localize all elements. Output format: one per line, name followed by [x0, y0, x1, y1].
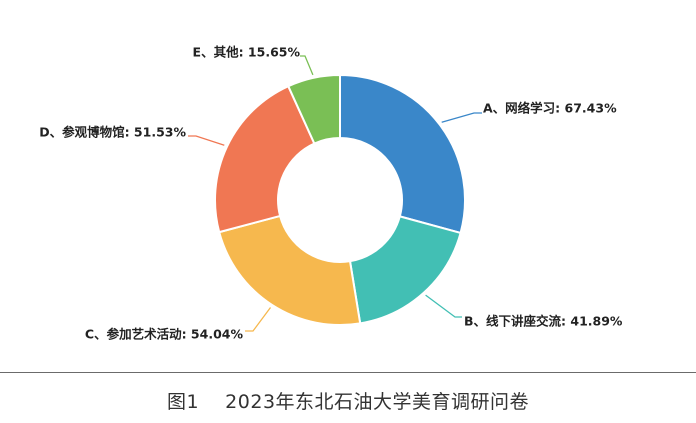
labels-layer: A、网络学习: 67.43% B、线下讲座交流: 41.89% C、参加艺术活动: …	[39, 45, 623, 342]
slice-label-1: B、线下讲座交流: 41.89%	[464, 314, 623, 329]
slice-label-4: E、其他: 15.65%	[193, 45, 301, 60]
donut-chart-svg: A、网络学习: 67.43% B、线下讲座交流: 41.89% C、参加艺术活动: …	[39, 45, 623, 342]
leader-line-3	[188, 135, 225, 146]
slices-layer	[214, 73, 466, 326]
slice-label-0: A、网络学习: 67.43%	[483, 101, 617, 116]
slice-4	[286, 73, 341, 145]
leader-line-2	[245, 307, 272, 332]
slice-2	[217, 214, 362, 326]
slice-label-2: C、参加艺术活动: 54.04%	[85, 327, 244, 342]
leader-lines-layer	[188, 55, 482, 332]
leader-line-4	[300, 55, 314, 76]
slice-3	[214, 84, 316, 234]
leader-line-0	[441, 112, 482, 123]
slice-label-3: D、参观博物馆: 51.53%	[39, 125, 186, 140]
figure-caption: 图1 2023年东北石油大学美育调研问卷	[166, 391, 530, 413]
slice-1	[348, 215, 462, 325]
caption-divider	[0, 372, 696, 373]
donut-chart: A、网络学习: 67.43% B、线下讲座交流: 41.89% C、参加艺术活动: …	[39, 45, 623, 342]
slice-0	[339, 73, 466, 235]
leader-line-1	[425, 294, 462, 318]
